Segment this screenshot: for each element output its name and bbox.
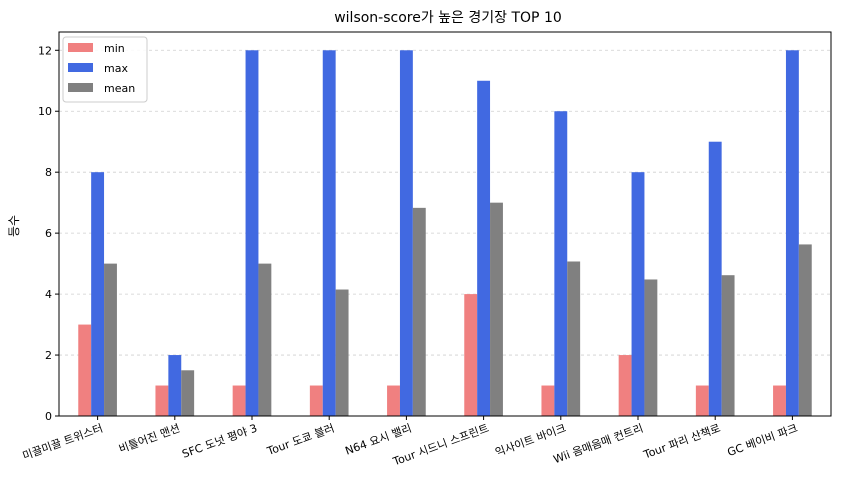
bar-min — [309, 385, 323, 416]
legend: min max mean — [62, 36, 148, 103]
y-tick-label: 10 — [38, 105, 52, 118]
bar-max — [477, 80, 491, 416]
bar-max — [554, 111, 568, 416]
bar-min — [541, 385, 555, 416]
y-tick-label: 4 — [45, 288, 52, 301]
bar-mean — [181, 370, 195, 416]
bar-min — [387, 385, 400, 416]
x-tick-label: GC 베이비 파크 — [726, 422, 800, 459]
legend-label-max: max — [104, 62, 128, 75]
bar-min — [464, 294, 478, 416]
y-tick-label: 0 — [45, 410, 52, 423]
x-tick-label: 비틀어진 맨션 — [117, 422, 182, 456]
legend-swatch-min — [68, 43, 93, 52]
y-ticks: 0 2 4 6 8 10 12 — [38, 44, 59, 423]
bar-max — [399, 50, 413, 417]
x-tick-label: Tour 파리 산책로 — [641, 422, 722, 462]
axes — [58, 31, 832, 417]
bar-mean — [721, 275, 735, 416]
bar-min — [773, 385, 786, 416]
legend-label-mean: mean — [104, 82, 135, 95]
bar-max — [322, 50, 336, 417]
bar-mean — [567, 261, 581, 416]
y-tick-label: 12 — [38, 44, 52, 57]
bar-min — [618, 355, 632, 416]
y-tick-label: 8 — [45, 166, 52, 179]
bars — [78, 50, 812, 417]
y-tick-label: 2 — [45, 349, 52, 362]
bar-min — [232, 385, 246, 416]
bar-mean — [335, 289, 349, 416]
bar-max — [168, 355, 182, 416]
x-tick-label: 미끌미끌 트위스터 — [21, 422, 105, 463]
bar-mean — [490, 202, 503, 416]
legend-swatch-mean — [68, 83, 93, 92]
legend-swatch-max — [68, 63, 93, 72]
plot-frame — [58, 31, 832, 417]
bar-mean — [644, 279, 658, 416]
bar-mean — [258, 263, 272, 416]
x-tick-label: Tour 도쿄 블러 — [265, 422, 337, 459]
bar-min — [155, 385, 169, 416]
bar-max — [708, 141, 722, 416]
bar-min — [695, 385, 709, 416]
legend-label-min: min — [104, 42, 125, 55]
bar-max — [631, 172, 645, 416]
grid — [59, 49, 831, 417]
bar-mean — [104, 263, 117, 416]
bar-min — [78, 324, 92, 416]
bar-mean — [798, 244, 812, 416]
bar-max — [245, 50, 259, 417]
bar-mean — [412, 207, 426, 416]
bar-max — [785, 50, 799, 417]
bar-max — [91, 172, 105, 416]
x-tick-label: SFC 도넛 평야 3 — [180, 422, 259, 461]
y-axis-label: 등수 — [7, 215, 21, 237]
chart-title: wilson-score가 높은 경기장 TOP 10 — [334, 10, 562, 26]
y-tick-label: 6 — [45, 227, 52, 240]
